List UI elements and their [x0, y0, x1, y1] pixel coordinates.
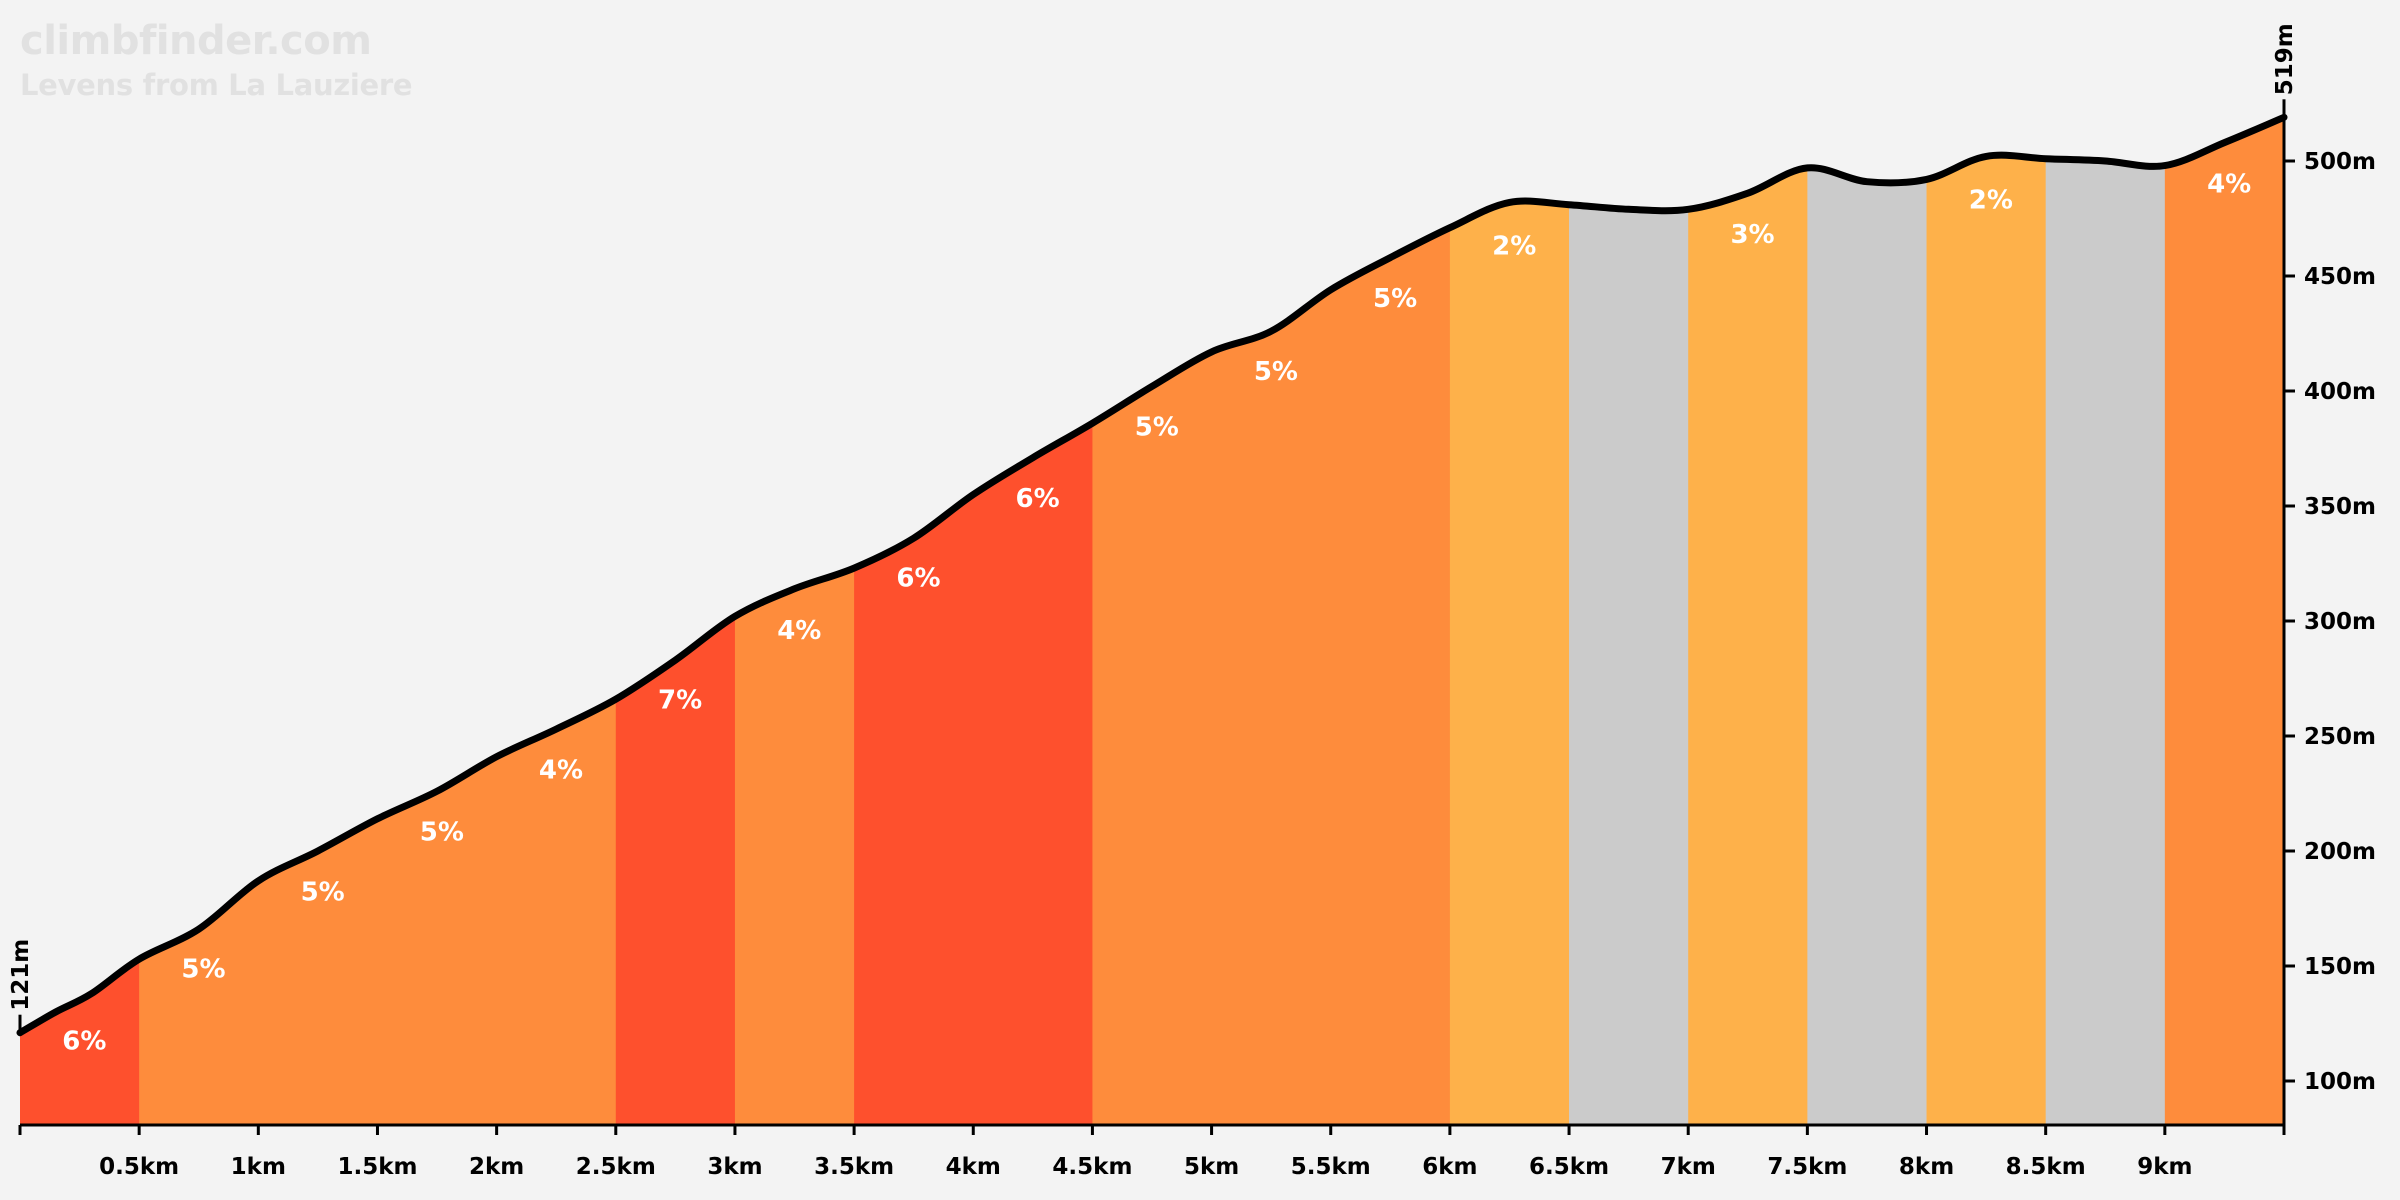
x-tick-label: 5.5km [1291, 1154, 1371, 1180]
x-tick-label: 2.5km [576, 1154, 656, 1180]
segment-8 [1569, 117, 1689, 1125]
endpoint-markers: 121m 519m [8, 23, 2298, 1033]
grade-label-12: 5% [1373, 284, 1417, 314]
x-tick-label: 2km [469, 1154, 524, 1180]
gradient-segments [20, 117, 2284, 1125]
grade-label-15: 2% [1969, 186, 2013, 216]
grade-label-13: 2% [1492, 232, 1536, 262]
x-tick-label: 3km [707, 1154, 762, 1180]
y-tick-label: 100m [2304, 1069, 2376, 1095]
grade-label-3: 5% [301, 877, 345, 907]
x-tick-label: 7km [1661, 1154, 1716, 1180]
x-tick-label: 6km [1422, 1154, 1477, 1180]
grade-labels: 6% 5% 5% 5% 4% 7% 4% 6% 6% 5% 5% 5% 2% 3% 2% 4% [62, 170, 2251, 1057]
grade-label-7: 4% [777, 616, 821, 646]
x-tick-label: 4km [946, 1154, 1001, 1180]
grade-label-9: 6% [1016, 484, 1060, 514]
brand-watermark: climbfinder.com Levens from La Lauziere [20, 18, 413, 102]
segment-13 [2164, 117, 2284, 1125]
grade-label-1: 6% [62, 1026, 106, 1056]
segment-11 [1926, 117, 2047, 1125]
y-tick-label: 300m [2304, 609, 2376, 635]
elevation-profile-line [16, 113, 2288, 1037]
y-tick-label: 450m [2304, 264, 2376, 290]
y-tick-label: 500m [2304, 149, 2376, 175]
x-tick-label: 9km [2137, 1154, 2192, 1180]
x-tick-label: 8km [1899, 1154, 1954, 1180]
grade-label-8: 6% [896, 564, 940, 594]
segment-1 [20, 117, 140, 1125]
grade-label-11: 5% [1254, 357, 1298, 387]
segment-5 [854, 117, 1093, 1125]
grade-label-16: 4% [2207, 170, 2251, 200]
segment-7 [1449, 117, 1570, 1125]
y-tick-label: 350m [2304, 494, 2376, 520]
segment-10 [1807, 117, 1928, 1125]
x-tick-label: 0.5km [99, 1154, 179, 1180]
grade-label-5: 4% [539, 756, 583, 786]
segment-12 [2045, 117, 2166, 1125]
segment-6 [1092, 117, 1451, 1125]
segment-3 [615, 117, 736, 1125]
x-tick-label: 7.5km [1767, 1154, 1847, 1180]
grade-label-2: 5% [181, 954, 225, 984]
y-tick-label: 200m [2304, 839, 2376, 865]
x-tick-label: 1.5km [337, 1154, 417, 1180]
x-tick-label: 6.5km [1529, 1154, 1609, 1180]
site-name: climbfinder.com [20, 18, 372, 64]
end-elevation-label: 519m [2272, 23, 2298, 95]
x-tick-label: 4.5km [1052, 1154, 1132, 1180]
y-tick-label: 400m [2304, 379, 2376, 405]
start-elevation-label: 121m [8, 939, 34, 1011]
y-axis: 100m 150m 200m 250m 300m 350m 400m 450m 500m [2282, 117, 2376, 1125]
x-axis: 0.5km 1km 1.5km 2km 2.5km 3km 3.5km 4km 4.5km 5km… [18, 1123, 2286, 1180]
x-tick-label: 3.5km [814, 1154, 894, 1180]
segment-9 [1688, 117, 1808, 1125]
grade-label-4: 5% [420, 817, 464, 847]
y-tick-label: 150m [2304, 954, 2376, 980]
segment-4 [734, 117, 855, 1125]
x-tick-label: 8.5km [2006, 1154, 2086, 1180]
grade-label-10: 5% [1135, 413, 1179, 443]
grade-label-6: 7% [658, 686, 702, 716]
y-tick-label: 250m [2304, 724, 2376, 750]
climb-title: Levens from La Lauziere [20, 68, 413, 102]
x-tick-label: 1km [231, 1154, 286, 1180]
x-tick-label: 5km [1184, 1154, 1239, 1180]
grade-label-14: 3% [1730, 220, 1774, 250]
